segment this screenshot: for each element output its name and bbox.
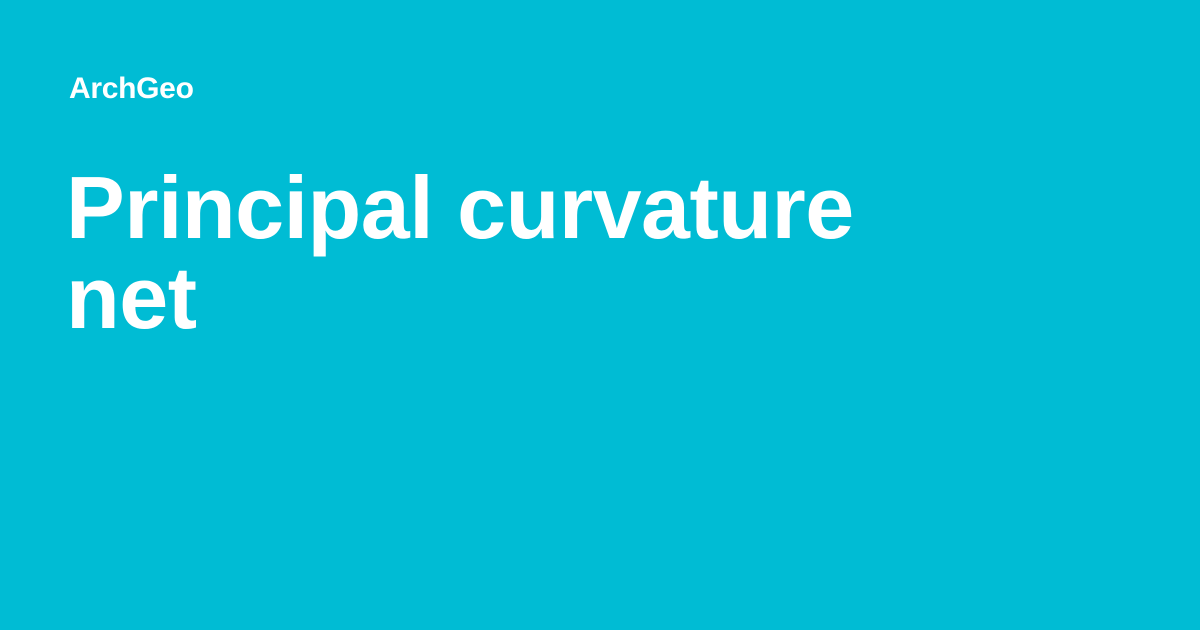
site-name: ArchGeo [69, 72, 194, 105]
page-title: Principal curvature net [66, 158, 854, 347]
